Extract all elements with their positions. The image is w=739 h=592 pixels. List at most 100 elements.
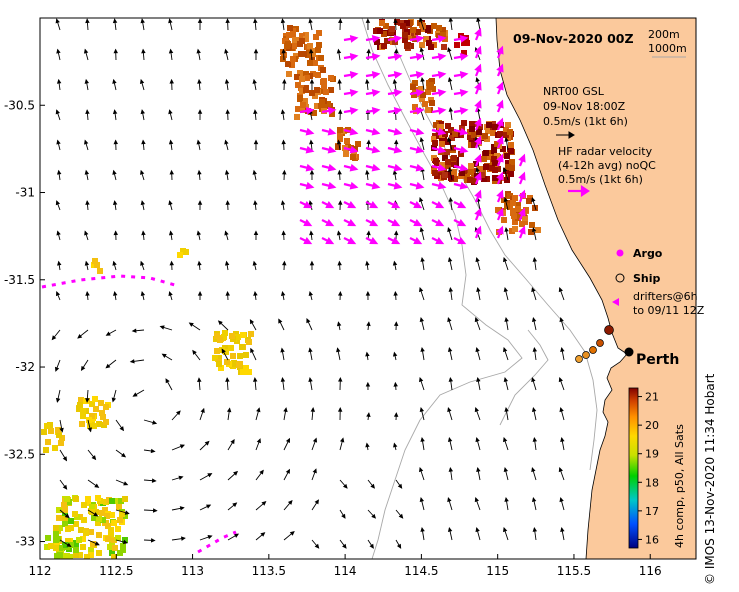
sst-pixel <box>495 207 501 213</box>
sst-pixel <box>314 103 320 109</box>
sst-pixel <box>246 339 252 345</box>
sst-pixel <box>469 121 475 127</box>
sst-pixel <box>439 162 445 168</box>
sst-pixel <box>112 545 118 551</box>
sst-pixel <box>80 544 86 550</box>
sst-pixel <box>111 537 117 543</box>
sst-pixel <box>224 359 230 365</box>
sst-pixel <box>109 550 115 556</box>
x-tick-label: 114.5 <box>404 564 438 578</box>
sst-pixel <box>335 144 341 150</box>
sst-pixel <box>407 34 413 40</box>
sst-pixel <box>503 127 509 133</box>
sst-pixel <box>477 124 483 130</box>
sst-pixel <box>85 496 91 502</box>
sst-pixel <box>108 527 114 533</box>
sst-pixel <box>422 101 428 107</box>
sst-pixel <box>103 404 109 410</box>
sst-pixel <box>449 135 455 141</box>
australia-land <box>495 18 696 559</box>
isobath-legend-200m: 200m <box>648 28 680 41</box>
sst-pixel <box>437 124 443 130</box>
sst-pixel <box>309 90 315 96</box>
sst-pixel <box>297 95 303 101</box>
sst-pixel <box>111 520 117 526</box>
sst-pixel <box>109 498 115 504</box>
colorbar-tick-label: 19 <box>645 448 659 461</box>
sst-pixel <box>89 413 95 419</box>
y-tick-label: -31.5 <box>4 273 35 287</box>
sst-pixel <box>350 154 356 160</box>
sst-pixel <box>445 159 451 165</box>
sst-pixel <box>423 36 429 42</box>
sst-pixel <box>300 102 306 108</box>
sst-pixel <box>451 161 457 167</box>
sst-pixel <box>102 507 108 513</box>
sst-pixel <box>237 353 243 359</box>
sst-pixel <box>299 88 305 94</box>
sst-pixel <box>515 206 521 212</box>
sst-pixel <box>379 20 385 26</box>
sst-pixel <box>429 78 435 84</box>
sst-pixel <box>100 517 106 523</box>
sst-pixel <box>442 172 448 178</box>
sst-pixel <box>415 29 421 35</box>
sst-pixel <box>92 396 98 402</box>
sst-pixel <box>287 25 293 31</box>
sst-pixel <box>492 175 498 181</box>
isobath-legend-1000m: 1000m <box>648 42 687 55</box>
sst-pixel <box>231 361 237 367</box>
sst-pixel <box>461 50 467 56</box>
sst-pixel <box>214 333 220 339</box>
sst-pixel <box>410 84 416 90</box>
sst-pixel <box>316 42 322 48</box>
sst-pixel <box>88 547 94 553</box>
sst-pixel <box>177 252 183 258</box>
sst-pixel <box>230 353 236 359</box>
sst-pixel <box>236 362 242 368</box>
sst-pixel <box>109 541 115 547</box>
sst-pixel <box>65 526 71 532</box>
sst-pixel <box>472 178 478 184</box>
sst-pixel <box>451 155 457 161</box>
sst-pixel <box>291 43 297 49</box>
sst-pixel <box>428 82 434 88</box>
sst-pixel <box>343 151 349 157</box>
sst-pixel <box>81 502 87 508</box>
sst-pixel <box>452 176 458 182</box>
sst-pixel <box>294 114 300 120</box>
hf-radar-arrows <box>299 27 526 245</box>
sst-pixel <box>53 531 59 537</box>
sst-pixel <box>48 543 54 549</box>
sst-pixel <box>115 535 121 541</box>
sst-pixel <box>418 86 424 92</box>
sst-pixel <box>505 160 511 166</box>
sst-pixel <box>248 331 254 337</box>
sst-pixel <box>467 177 473 183</box>
nrt-legend-line2: 09-Nov 18:00Z <box>543 100 626 113</box>
sst-pixel <box>444 149 450 155</box>
sst-pixel <box>62 542 68 548</box>
sst-pixel <box>526 198 532 204</box>
sst-pixel <box>55 427 61 433</box>
sst-pixel <box>461 120 467 126</box>
sst-pixel <box>246 369 252 375</box>
colorbar-tick-label: 16 <box>645 533 659 546</box>
sst-pixel <box>81 517 87 523</box>
sst-pixel <box>120 547 126 553</box>
sst-pixel <box>471 142 477 148</box>
sst-pixel <box>216 355 222 361</box>
sst-pixel <box>45 535 51 541</box>
sst-pixel <box>448 127 454 133</box>
x-axis: 112 112.5 113 113.5 114 114.5 115 115.5 116 <box>29 554 662 578</box>
sst-pixel <box>337 133 343 139</box>
sst-pixel <box>402 37 408 43</box>
drifter-track-south <box>197 530 237 554</box>
sst-pixel <box>105 536 111 542</box>
sst-pixel <box>299 38 305 44</box>
sst-pixel <box>481 156 487 162</box>
sst-pixel <box>223 349 229 355</box>
isobath-shelf <box>499 329 549 426</box>
sst-pixel <box>442 155 448 161</box>
sst-pixel <box>243 365 249 371</box>
